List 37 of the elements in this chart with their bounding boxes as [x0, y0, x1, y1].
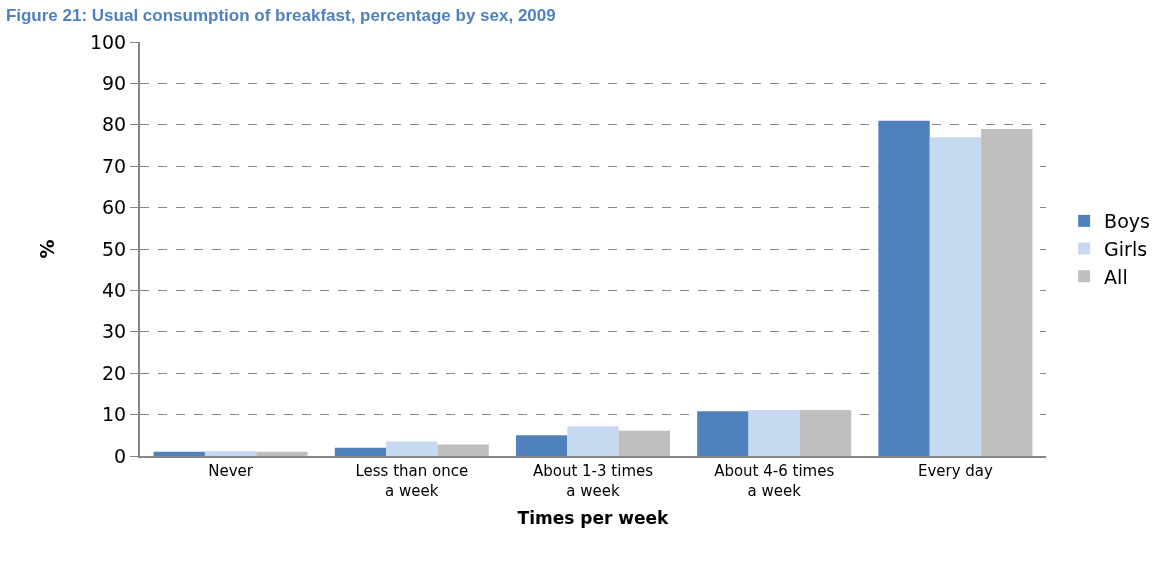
bar	[437, 444, 489, 456]
bar	[748, 410, 800, 456]
bar	[799, 410, 852, 456]
bar	[981, 128, 1033, 456]
y-tick-label: 80	[102, 113, 127, 136]
bar	[256, 451, 308, 456]
y-tick-label: 40	[102, 279, 127, 302]
bar	[878, 120, 930, 456]
chart-title: Figure 21: Usual consumption of breakfast, percentage by sex, 2009	[5, 5, 556, 25]
y-tick-label: 50	[102, 237, 127, 260]
y-tick-label: 0	[114, 444, 127, 467]
x-axis-title: Times per week	[517, 508, 670, 529]
x-tick-label: Every day	[917, 462, 994, 480]
y-tick-label: 70	[102, 154, 127, 177]
bar	[618, 430, 671, 456]
x-tick-label: Less than once a week	[355, 462, 469, 500]
bar	[697, 411, 749, 456]
x-tick-label: About 4-6 times a week	[714, 462, 835, 500]
bar	[386, 441, 438, 456]
y-tick-label: 60	[102, 196, 127, 219]
y-tick-label: 90	[102, 72, 127, 95]
y-tick-label: 30	[102, 320, 127, 343]
bar	[153, 451, 205, 456]
y-tick-label: 10	[102, 403, 127, 426]
legend-label: Boys	[1104, 210, 1150, 233]
bar	[334, 447, 387, 456]
legend-label: Girls	[1104, 237, 1148, 260]
bar	[567, 426, 619, 456]
y-axis-title: %	[36, 239, 59, 259]
y-tick-label: 20	[102, 361, 127, 384]
legend-label: All	[1104, 265, 1128, 288]
x-tick-label: Never	[208, 462, 254, 480]
bar	[204, 451, 257, 456]
bar	[929, 137, 982, 456]
x-tick-label: About 1-3 times a week	[532, 462, 654, 500]
y-tick-label: 100	[89, 30, 127, 53]
bar	[515, 435, 568, 456]
